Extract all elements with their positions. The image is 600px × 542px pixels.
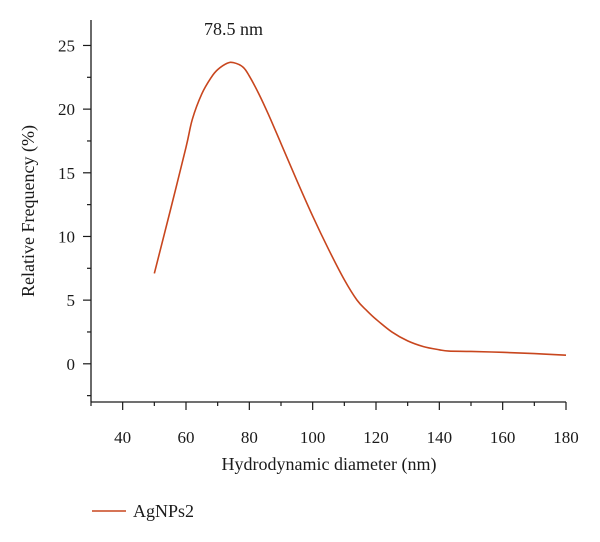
x-tick-label: 160 [490, 428, 516, 447]
y-tick-label: 25 [58, 36, 75, 55]
y-tick-label: 0 [67, 355, 76, 374]
data-series [153, 61, 567, 356]
x-axis-title: Hydrodynamic diameter (nm) [222, 454, 437, 475]
y-tick-label: 15 [58, 164, 75, 183]
x-tick-label: 120 [363, 428, 389, 447]
chart-axes [90, 20, 566, 403]
x-axis-ticks: 40 60 80 100 120 140 160 180 [90, 402, 579, 447]
x-tick-label: 60 [178, 428, 195, 447]
chart-annotations: 78.5 nm [204, 19, 263, 39]
x-tick-label: 40 [114, 428, 131, 447]
x-tick-label: 100 [300, 428, 326, 447]
y-tick-label: 10 [58, 227, 75, 246]
series-line-agnps2 [153, 61, 567, 356]
x-tick-label: 180 [553, 428, 579, 447]
y-tick-label: 5 [67, 291, 76, 310]
x-tick-label: 140 [427, 428, 453, 447]
y-tick-label: 20 [58, 100, 75, 119]
peak-annotation: 78.5 nm [204, 19, 263, 39]
y-axis-title: Relative Frequency (%) [18, 125, 39, 297]
x-tick-label: 80 [241, 428, 258, 447]
legend: AgNPs2 [92, 501, 194, 521]
legend-label-agnps2: AgNPs2 [133, 501, 194, 521]
y-axis-ticks: 0 5 10 15 20 25 [58, 36, 91, 397]
